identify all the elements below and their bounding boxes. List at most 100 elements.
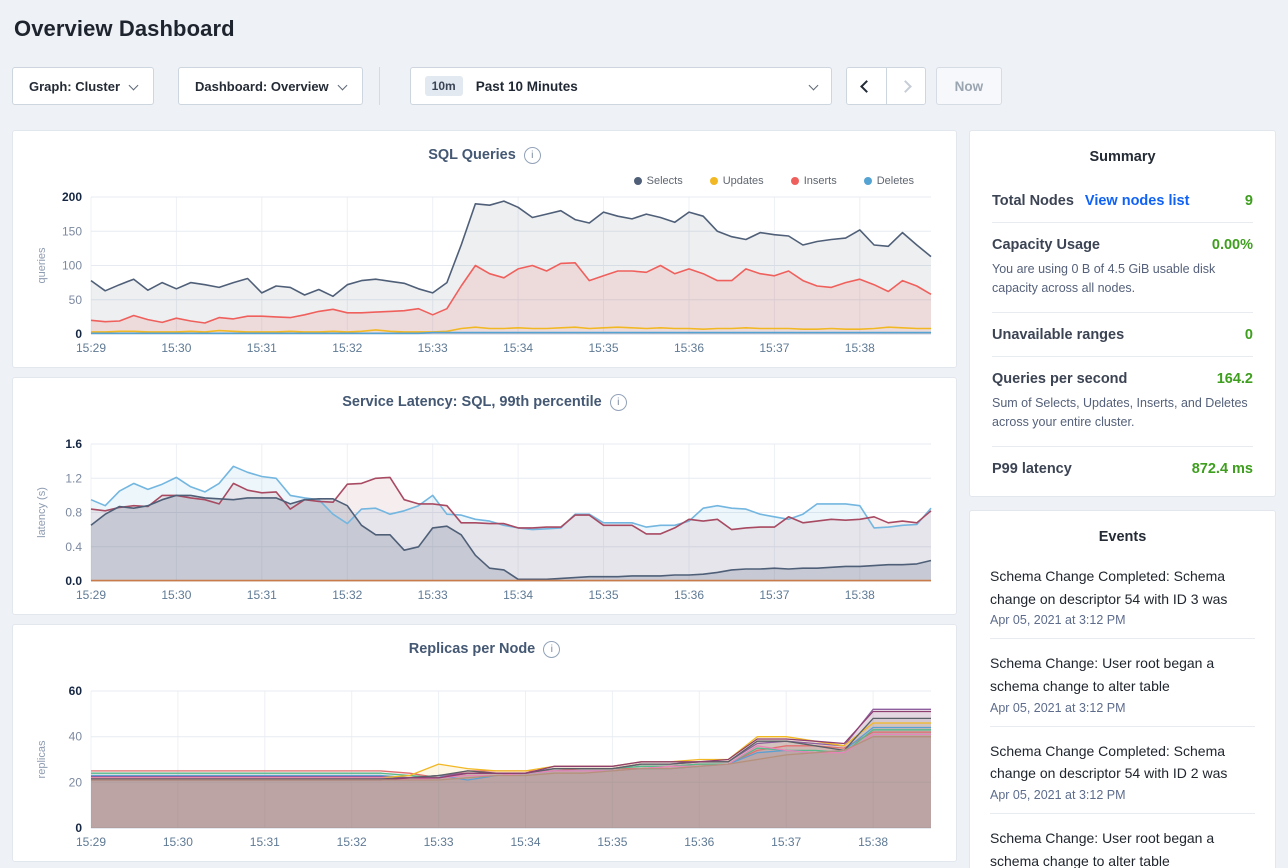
- summary-row-p99-latency: P99 latency 872.4 ms: [992, 445, 1253, 490]
- svg-text:15:37: 15:37: [759, 341, 789, 355]
- dashboard-dropdown-label: Dashboard: Overview: [195, 78, 329, 94]
- time-range-selector[interactable]: 10m Past 10 Minutes: [409, 67, 832, 105]
- svg-text:15:36: 15:36: [674, 341, 704, 355]
- event-item[interactable]: Schema Change Completed: Schema change o…: [990, 552, 1255, 638]
- chart-legend: Selects Updates Inserts Deletes: [633, 175, 914, 187]
- event-timestamp: Apr 05, 2021 at 3:12 PM: [990, 788, 1126, 803]
- chart-title: Replicas per Node: [408, 641, 536, 657]
- svg-text:60: 60: [69, 684, 83, 698]
- svg-text:15:31: 15:31: [250, 835, 280, 849]
- legend-dot-icon: [790, 177, 799, 185]
- summary-value: 9: [1244, 193, 1253, 209]
- summary-label: Total Nodes: [992, 193, 1074, 209]
- svg-text:1.2: 1.2: [65, 471, 82, 485]
- page-title: Overview Dashboard: [14, 16, 235, 41]
- summary-value: 872.4 ms: [1191, 460, 1253, 477]
- replicas-per-node-chart-card: Replicas per Node i 15:29 15:30 15:31 15:32…: [12, 624, 957, 862]
- event-item[interactable]: Schema Change: User root began a schema …: [990, 638, 1255, 725]
- svg-text:replicas: replicas: [36, 740, 48, 778]
- graph-dropdown[interactable]: Graph: Cluster: [12, 67, 155, 105]
- summary-title: Summary: [1089, 149, 1156, 165]
- legend-dot-icon: [633, 177, 642, 185]
- summary-label: Unavailable ranges: [992, 326, 1125, 343]
- view-nodes-list-link[interactable]: View nodes list: [1084, 193, 1190, 209]
- svg-text:15:32: 15:32: [337, 835, 367, 849]
- summary-label: Queries per second: [992, 370, 1128, 387]
- summary-row-unavailable-ranges: Unavailable ranges 0: [992, 311, 1253, 356]
- chevron-down-icon: [128, 80, 139, 90]
- svg-text:15:33: 15:33: [418, 588, 448, 602]
- event-text: Schema Change: User root began a schema …: [990, 655, 1215, 695]
- summary-note: You are using 0 B of 4.5 GiB usable disk…: [992, 262, 1216, 296]
- event-text: Schema Change: User root began a schema …: [990, 830, 1215, 868]
- next-time-button[interactable]: [885, 68, 925, 104]
- event-text: Schema Change Completed: Schema change o…: [990, 568, 1228, 607]
- svg-text:0: 0: [75, 327, 82, 341]
- info-icon[interactable]: i: [523, 146, 541, 164]
- svg-text:15:29: 15:29: [76, 588, 106, 602]
- legend-item-selects[interactable]: Selects: [633, 175, 683, 187]
- svg-text:15:31: 15:31: [247, 588, 277, 602]
- svg-text:15:34: 15:34: [503, 588, 533, 602]
- svg-text:0: 0: [75, 821, 82, 835]
- time-range-badge: 10m: [424, 76, 463, 96]
- event-timestamp: Apr 05, 2021 at 3:12 PM: [990, 700, 1126, 715]
- svg-text:15:33: 15:33: [424, 835, 454, 849]
- time-pager: [845, 67, 926, 105]
- svg-text:15:37: 15:37: [759, 588, 789, 602]
- time-range-value: Past 10 Minutes: [475, 78, 578, 94]
- replicas-per-node-chart[interactable]: 15:29 15:30 15:31 15:32 15:33 15:34 15:35 15:36…: [33, 683, 942, 868]
- legend-item-updates[interactable]: Updates: [709, 175, 764, 187]
- legend-label: Updates: [722, 175, 764, 187]
- events-panel: Events Schema Change Completed: Schema c…: [969, 510, 1276, 868]
- svg-text:15:30: 15:30: [161, 341, 191, 355]
- service-latency-chart-card: Service Latency: SQL, 99th percentile i …: [12, 377, 957, 615]
- svg-text:15:35: 15:35: [588, 341, 618, 355]
- now-button[interactable]: Now: [935, 67, 1003, 105]
- info-icon[interactable]: i: [543, 640, 561, 658]
- legend-dot-icon: [863, 177, 872, 185]
- svg-text:15:34: 15:34: [510, 835, 540, 849]
- toolbar: Graph: Cluster Dashboard: Overview 10m P…: [12, 67, 1276, 105]
- sql-queries-chart-card: SQL Queries i Selects Updates Inserts Delet…: [12, 130, 957, 368]
- chart-title-row: Service Latency: SQL, 99th percentile i: [27, 392, 942, 412]
- summary-label: Capacity Usage: [992, 237, 1100, 253]
- svg-text:20: 20: [69, 775, 83, 789]
- graph-dropdown-label: Graph: Cluster: [29, 78, 121, 94]
- summary-value: 164.2: [1216, 370, 1253, 387]
- svg-text:15:38: 15:38: [845, 588, 875, 602]
- chevron-down-icon: [337, 80, 348, 90]
- dashboard-dropdown[interactable]: Dashboard: Overview: [178, 67, 363, 105]
- events-title: Events: [1098, 529, 1147, 545]
- svg-text:15:35: 15:35: [588, 588, 618, 602]
- legend-item-inserts[interactable]: Inserts: [790, 175, 837, 187]
- chevron-down-icon: [808, 80, 819, 90]
- legend-label: Inserts: [803, 175, 837, 187]
- event-item[interactable]: Schema Change Completed: Schema change o…: [990, 725, 1255, 813]
- sql-queries-chart[interactable]: 15:29 15:30 15:31 15:32 15:33 15:34 15:35 15:36…: [33, 189, 942, 374]
- info-icon[interactable]: i: [609, 393, 627, 411]
- legend-item-deletes[interactable]: Deletes: [863, 175, 914, 187]
- event-timestamp: Apr 05, 2021 at 3:12 PM: [990, 613, 1126, 628]
- prev-time-button[interactable]: [846, 68, 886, 104]
- dashboard-main: SQL Queries i Selects Updates Inserts Delet…: [12, 130, 1276, 868]
- chevron-left-icon: [859, 79, 873, 93]
- svg-text:15:31: 15:31: [247, 341, 277, 355]
- svg-text:15:32: 15:32: [332, 588, 362, 602]
- svg-text:200: 200: [62, 190, 82, 204]
- summary-value: 0.00%: [1211, 237, 1253, 253]
- service-latency-chart[interactable]: 15:29 15:30 15:31 15:32 15:33 15:34 15:35 15:36…: [33, 436, 942, 621]
- svg-text:40: 40: [69, 730, 83, 744]
- svg-text:15:32: 15:32: [332, 341, 362, 355]
- summary-panel: Summary Total Nodes View nodes list 9 Ca…: [969, 130, 1276, 497]
- svg-text:50: 50: [69, 293, 83, 307]
- chart-title: Service Latency: SQL, 99th percentile: [342, 394, 602, 410]
- svg-text:15:36: 15:36: [684, 835, 714, 849]
- chevron-right-icon: [899, 79, 913, 93]
- svg-text:0.0: 0.0: [65, 574, 82, 588]
- toolbar-divider: [378, 67, 380, 105]
- summary-row-queries-per-second: Queries per second 164.2 Sum of Selects,…: [992, 355, 1253, 446]
- svg-text:15:38: 15:38: [858, 835, 888, 849]
- svg-text:15:30: 15:30: [161, 588, 191, 602]
- event-item[interactable]: Schema Change: User root began a schema …: [990, 813, 1255, 868]
